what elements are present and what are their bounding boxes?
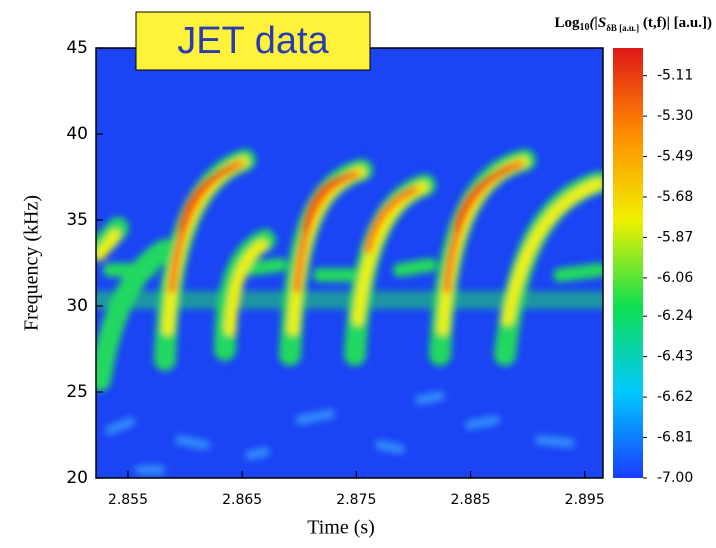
annotation: JET data [177,20,329,62]
colorbar-label-part: Log [555,15,581,31]
y-axis-label: Frequency (kHz) [21,195,43,331]
annotation-box [135,11,371,71]
x-tick-label: 2.885 [450,492,490,508]
y-tick-label: 30 [66,296,88,316]
y-tick-label: 25 [66,382,88,402]
y-tick-label: 45 [66,38,88,58]
x-tick-label: 2.875 [336,492,376,508]
colorbar-tick-label: -6.06 [657,270,693,286]
y-tick-label: 20 [66,468,88,488]
colorbar [613,48,643,478]
colorbar-label-part: 10 [580,22,590,33]
x-axis-label: Time (s) [307,517,375,539]
colorbar-tick-label: -6.43 [657,349,693,365]
colorbar-tick-label: -6.62 [657,389,693,405]
colorbar-label-part: (t,f)| [a.u.]) [639,15,712,31]
colorbar-tick-label: -5.30 [657,108,693,124]
colorbar-tick-label: -5.49 [657,149,693,165]
colorbar-tick-label: -6.81 [657,430,693,446]
x-tick-label: 2.855 [108,492,148,508]
y-tick-label: 40 [66,124,88,144]
spectrogram [96,149,603,475]
colorbar-tick-label: -7.00 [657,470,693,486]
colorbar-label-part: (|S [590,15,607,31]
colorbar-label: Log10(|SδB [a.u.] (t,f)| [a.u.]) [555,15,712,33]
colorbar-tick-label: -5.87 [657,229,693,245]
colorbar-tick-label: -5.68 [657,189,693,205]
x-tick-label: 2.895 [565,492,605,508]
colorbar-tick-label: -6.24 [657,308,693,324]
y-tick-label: 35 [66,210,88,230]
x-tick-label: 2.865 [222,492,262,508]
colorbar-label-part: δB [a.u.] [606,23,639,33]
colorbar-tick-label: -5.11 [657,68,693,84]
